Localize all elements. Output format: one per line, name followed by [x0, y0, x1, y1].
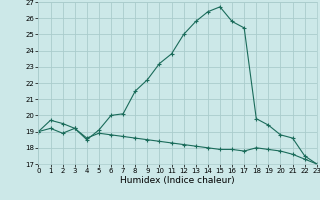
- X-axis label: Humidex (Indice chaleur): Humidex (Indice chaleur): [120, 176, 235, 185]
